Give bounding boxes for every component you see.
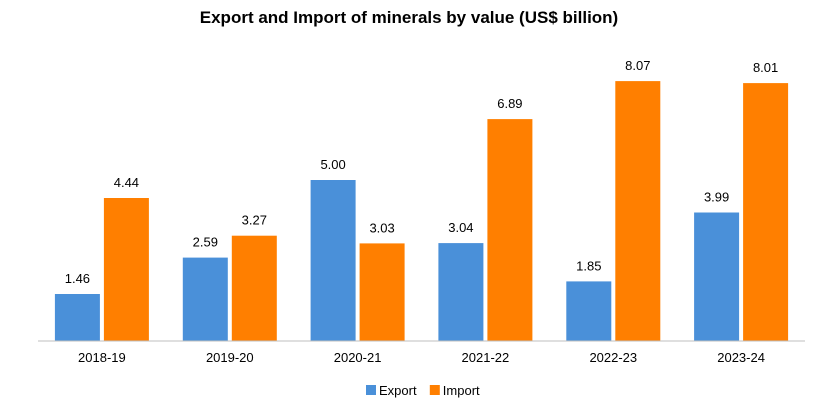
data-label-export-2018-19: 1.46 xyxy=(65,271,90,286)
data-label-export-2020-21: 5.00 xyxy=(320,157,345,172)
data-label-export-2023-24: 3.99 xyxy=(704,190,729,205)
chart-title: Export and Import of minerals by value (… xyxy=(199,8,619,27)
x-tick-label-2019-20: 2019-20 xyxy=(206,350,254,365)
data-label-import-2019-20: 3.27 xyxy=(242,213,267,228)
data-label-import-2023-24: 8.01 xyxy=(753,60,778,75)
data-label-export-2021-22: 3.04 xyxy=(448,220,473,235)
x-tick-label-2022-23: 2022-23 xyxy=(589,350,637,365)
bar-export-2020-21 xyxy=(310,180,356,341)
data-label-export-2019-20: 2.59 xyxy=(193,235,218,250)
labels-layer: 1.46 4.44 2018-19 2.59 3.27 2019-20 5.00 3.03 20… xyxy=(65,58,779,365)
x-tick-label-2018-19: 2018-19 xyxy=(78,350,126,365)
legend-swatch-export xyxy=(366,385,376,395)
data-label-import-2020-21: 3.03 xyxy=(369,220,394,235)
bar-import-2020-21 xyxy=(359,243,405,341)
data-label-import-2022-23: 8.07 xyxy=(625,58,650,73)
bar-export-2018-19 xyxy=(54,294,100,341)
data-label-import-2021-22: 6.89 xyxy=(497,96,522,111)
bar-export-2022-23 xyxy=(566,281,612,341)
legend-label-export: Export xyxy=(379,383,417,398)
bar-import-2018-19 xyxy=(103,198,149,341)
x-tick-label-2021-22: 2021-22 xyxy=(462,350,510,365)
x-tick-label-2020-21: 2020-21 xyxy=(334,350,382,365)
bar-import-2022-23 xyxy=(615,81,661,341)
bar-export-2023-24 xyxy=(694,212,740,341)
x-tick-label-2023-24: 2023-24 xyxy=(717,350,765,365)
bars-layer xyxy=(54,81,789,341)
legend: Export Import xyxy=(366,383,480,398)
bar-import-2023-24 xyxy=(743,83,789,341)
data-label-export-2022-23: 1.85 xyxy=(576,258,601,273)
legend-label-import: Import xyxy=(443,383,480,398)
bar-export-2019-20 xyxy=(182,257,228,341)
bar-export-2021-22 xyxy=(438,243,484,341)
data-label-import-2018-19: 4.44 xyxy=(114,175,139,190)
legend-swatch-import xyxy=(429,385,440,395)
bar-import-2019-20 xyxy=(231,235,277,341)
bar-import-2021-22 xyxy=(487,119,533,341)
